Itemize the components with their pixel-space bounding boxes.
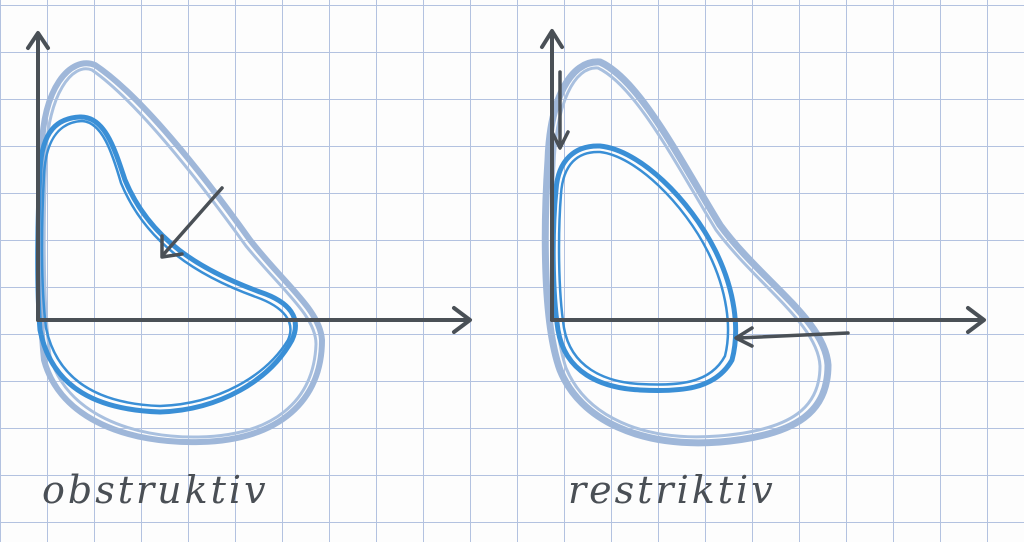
obstructive-patient-loop-retrace: [40, 119, 292, 408]
obstructive-patient-loop: [35, 114, 298, 415]
restrictive-normal-loop: [541, 58, 832, 447]
obstructive-panel: [26, 31, 472, 446]
obstructive-caption: obstruktiv: [42, 468, 269, 512]
restrictive-panel: [540, 29, 986, 447]
restrictive-patient-loop-retrace: [557, 150, 730, 386]
restrictive-x-annotation-arrowhead: [734, 326, 754, 348]
obstructive-annotation-arrow: [161, 186, 224, 257]
restrictive-caption: restriktiv: [568, 468, 776, 512]
obstructive-normal-loop: [36, 60, 325, 446]
restrictive-patient-loop: [550, 143, 739, 394]
restrictive-x-arrowhead: [966, 306, 986, 334]
obstructive-annotation-arrowhead: [160, 234, 184, 259]
restrictive-y-arrowhead: [540, 29, 564, 49]
obstructive-x-arrowhead: [452, 306, 472, 334]
restrictive-x-annotation-arrow: [736, 331, 850, 340]
obstructive-y-arrowhead: [26, 31, 50, 50]
restrictive-y-annotation-arrowhead: [550, 130, 570, 150]
restrictive-normal-loop-retrace: [550, 66, 822, 439]
